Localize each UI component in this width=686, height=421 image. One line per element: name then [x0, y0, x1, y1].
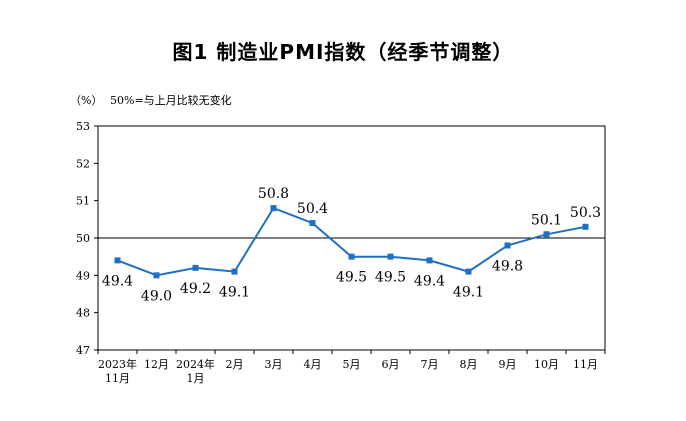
data-point-marker	[348, 253, 355, 260]
data-point-marker	[504, 242, 511, 249]
y-tick-label: 49	[76, 269, 90, 282]
data-value-label: 50.4	[297, 201, 328, 217]
x-tick-label: 3月	[265, 358, 283, 371]
data-point-marker	[543, 231, 550, 238]
x-tick-label: 9月	[499, 358, 517, 371]
x-tick-label: 8月	[460, 358, 478, 371]
data-point-marker	[582, 223, 589, 230]
y-tick-label: 53	[76, 120, 90, 133]
y-tick-label: 51	[76, 195, 90, 208]
data-point-marker	[309, 220, 316, 227]
x-tick-label: 12月	[144, 358, 169, 371]
data-value-label: 49.1	[453, 285, 484, 301]
y-tick-label: 48	[76, 307, 90, 320]
data-point-marker	[231, 268, 238, 275]
chart-title: 图1 制造业PMI指数（经季节调整）	[172, 40, 514, 64]
data-value-label: 49.4	[414, 273, 445, 289]
reference-note: 50%=与上月比较无变化	[110, 93, 232, 107]
data-value-label: 49.0	[141, 288, 172, 304]
data-value-label: 49.5	[336, 270, 367, 286]
x-tick-label: 11月	[573, 358, 598, 371]
data-point-marker	[426, 257, 433, 264]
data-value-label: 50.3	[570, 205, 601, 221]
x-tick-label: 2024年	[176, 357, 215, 371]
y-tick-label: 50	[76, 232, 90, 245]
data-point-marker	[465, 268, 472, 275]
data-value-label: 49.8	[492, 258, 523, 274]
data-point-marker	[387, 253, 394, 260]
x-tick-label: 2023年	[98, 357, 137, 371]
data-value-label: 49.1	[219, 285, 250, 301]
y-tick-label: 47	[76, 344, 90, 357]
x-tick-label: 11月	[105, 372, 130, 385]
data-value-label: 49.2	[180, 281, 211, 297]
data-value-label: 50.1	[531, 212, 562, 228]
data-value-label: 50.8	[258, 186, 289, 202]
data-point-marker	[192, 264, 199, 271]
x-tick-label: 7月	[421, 358, 439, 371]
data-point-marker	[153, 272, 160, 279]
data-labels: 49.4 49.0 49.2 49.1 50.8 50.4 49.5 49.5 49.4 49.1…	[102, 186, 601, 304]
data-value-label: 49.5	[375, 270, 406, 286]
y-unit-label: （%）	[70, 94, 102, 107]
x-tick-label: 1月	[187, 372, 205, 385]
y-tick-label: 52	[76, 157, 90, 170]
data-points	[114, 205, 589, 279]
data-value-label: 49.4	[102, 273, 133, 289]
x-tick-label: 6月	[382, 358, 400, 371]
x-tick-label: 4月	[304, 358, 322, 371]
y-axis: 47 48 49 50 51 52 53	[76, 120, 98, 357]
x-tick-label: 10月	[534, 358, 559, 371]
data-point-marker	[114, 257, 121, 264]
x-tick-label: 5月	[343, 358, 361, 371]
data-point-marker	[270, 205, 277, 212]
x-tick-label: 2月	[226, 358, 244, 371]
